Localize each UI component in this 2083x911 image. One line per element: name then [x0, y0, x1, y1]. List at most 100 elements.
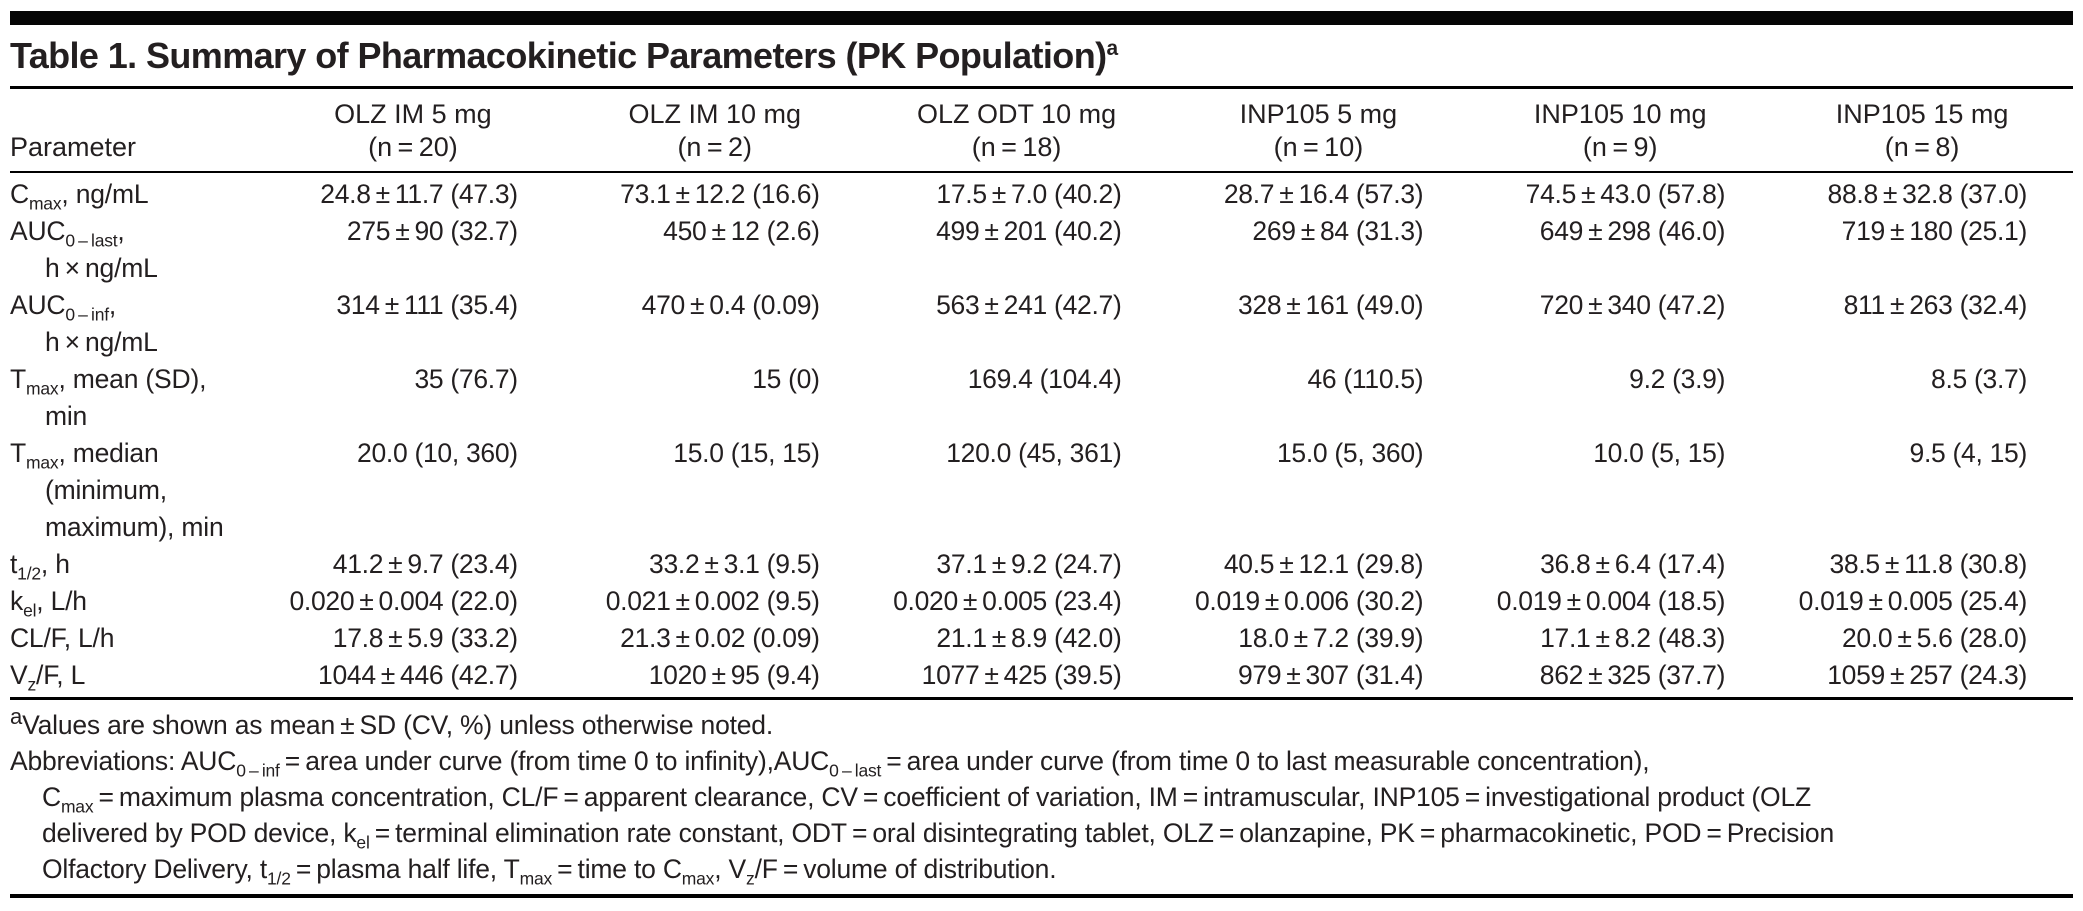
table-row: Cmax, ng/mL 24.8 ± 11.7 (47.3) 73.1 ± 12.2… — [10, 172, 2073, 213]
subscript-text: 1/2 — [17, 563, 41, 584]
column-drug-label: OLZ IM 10 mg — [628, 99, 802, 129]
value-cell: 21.3 ± 0.02 (0.09) — [620, 623, 820, 653]
param-label-line: Tmax, mean (SD), — [10, 361, 262, 398]
param-label-line: Tmax, median — [10, 435, 262, 472]
text-segment: , mean (SD), — [58, 364, 207, 394]
param-label-line: h × ng/mL — [10, 324, 262, 361]
text-segment: , — [117, 216, 125, 246]
text-segment: h × ng/mL — [45, 253, 158, 283]
value-cell: 73.1 ± 12.2 (16.6) — [620, 179, 820, 209]
value-cell: 862 ± 325 (37.7) — [1469, 657, 1772, 700]
subscript-text: 0 – last — [829, 760, 882, 781]
table-row: kel, L/h 0.020 ± 0.004 (22.0) 0.021 ± 0.00… — [10, 583, 2073, 620]
text-segment: , median — [58, 438, 159, 468]
column-header-1: OLZ IM 5 mg (n = 20) — [262, 89, 564, 173]
value-cell: 719 ± 180 (25.1) — [1841, 216, 2028, 246]
value-cell: 15.0 (5, 360) — [1276, 438, 1424, 468]
subscript-text: max — [681, 868, 715, 889]
value-cell: 17.1 ± 8.2 (48.3) — [1540, 623, 1726, 653]
value-cell: 17.5 ± 7.0 (40.2) — [936, 179, 1122, 209]
column-header-2: OLZ IM 10 mg (n = 2) — [563, 89, 866, 173]
table-title: Table 1. Summary of Pharmacokinetic Para… — [10, 25, 2073, 86]
text-segment: C — [42, 782, 61, 812]
column-drug-label: INP105 15 mg — [1835, 99, 2009, 129]
text-segment: , h — [40, 549, 70, 579]
column-drug-label: OLZ ODT 10 mg — [917, 99, 1117, 129]
value-cell: 169.4 (104.4) — [967, 364, 1122, 394]
value-cell: 8.5 (3.7) — [1931, 364, 2027, 394]
value-cell: 0.021 ± 0.002 (9.5) — [605, 586, 820, 616]
table-body: Cmax, ng/mL 24.8 ± 11.7 (47.3) 73.1 ± 12.2… — [10, 172, 2073, 700]
table-row: AUC0 – last, h × ng/mL 275 ± 90 (32.7) 450 … — [10, 213, 2073, 287]
text-segment: = terminal elimination rate constant, OD… — [369, 818, 1834, 848]
footnote-a: aValues are shown as mean ± SD (CV, %) u… — [10, 706, 2073, 743]
table-row: t1/2, h 41.2 ± 9.7 (23.4) 33.2 ± 3.1 (9.5)… — [10, 546, 2073, 583]
column-n-label: (n = 8) — [1884, 132, 1960, 162]
value-cell: 649 ± 298 (46.0) — [1539, 216, 1726, 246]
value-cell: 15.0 (15, 15) — [673, 438, 820, 468]
abbreviation-line: Olfactory Delivery, t1/2 = plasma half l… — [10, 851, 2073, 887]
text-segment: Olfactory Delivery, t — [42, 854, 268, 884]
subscript-text: max — [26, 452, 59, 473]
value-cell: 33.2 ± 3.1 (9.5) — [649, 549, 820, 579]
value-cell: 0.020 ± 0.004 (22.0) — [289, 586, 518, 616]
param-label: Vz/F, L — [10, 657, 262, 700]
param-label-line: Vz/F, L — [10, 657, 262, 694]
text-segment: (minimum, — [45, 475, 167, 505]
text-segment: CL/F, L/h — [10, 623, 115, 653]
text-segment: Abbreviations: AUC — [10, 746, 237, 776]
value-cell: 1059 ± 257 (24.3) — [1771, 657, 2073, 700]
top-rule-bar — [10, 11, 2073, 25]
value-cell: 0.020 ± 0.005 (23.4) — [893, 586, 1122, 616]
column-n-label: (n = 10) — [1273, 132, 1364, 162]
bottom-rule-bar — [10, 894, 2073, 898]
value-cell: 74.5 ± 43.0 (57.8) — [1525, 179, 1726, 209]
param-label: Tmax, median (minimum, maximum), min — [10, 435, 262, 546]
subscript-text: 0 – last — [65, 230, 118, 251]
subscript-text: max — [26, 378, 59, 399]
subscript-text: 0 – inf — [236, 760, 280, 781]
param-label: Tmax, mean (SD), min — [10, 361, 262, 435]
value-cell: 811 ± 263 (32.4) — [1843, 290, 2028, 320]
value-cell: 20.0 ± 5.6 (28.0) — [1841, 623, 2027, 653]
text-segment: AUC — [10, 216, 66, 246]
value-cell: 10.0 (5, 15) — [1593, 438, 1726, 468]
value-cell: 38.5 ± 11.8 (30.8) — [1829, 549, 2027, 579]
text-segment: /F = volume of distribution. — [754, 854, 1057, 884]
text-segment: min — [45, 401, 88, 431]
param-label-line: h × ng/mL — [10, 250, 262, 287]
text-segment: Table 1. Summary of Pharmacokinetic Para… — [10, 35, 1107, 76]
value-cell: 470 ± 0.4 (0.09) — [641, 290, 820, 320]
column-n-label: (n = 2) — [677, 132, 753, 162]
value-cell: 269 ± 84 (31.3) — [1252, 216, 1424, 246]
table-row: AUC0 – inf, h × ng/mL 314 ± 111 (35.4) 470 … — [10, 287, 2073, 361]
text-segment: delivered by POD device, k — [42, 818, 357, 848]
value-cell: 0.019 ± 0.006 (30.2) — [1194, 586, 1424, 616]
text-segment: T — [10, 438, 26, 468]
value-cell: 9.2 (3.9) — [1629, 364, 1726, 394]
text-segment: = time to C — [552, 854, 682, 884]
column-header-3: OLZ ODT 10 mg (n = 18) — [865, 89, 1168, 173]
param-label-line: AUC0 – inf, — [10, 287, 262, 324]
param-label-line: t1/2, h — [10, 546, 262, 583]
subscript-text: z — [27, 674, 37, 695]
text-segment: Values are shown as mean ± SD (CV, %) un… — [22, 710, 774, 740]
text-segment: , ng/mL — [61, 179, 149, 209]
param-label-line: Cmax, ng/mL — [10, 176, 262, 213]
column-n-label: (n = 9) — [1582, 132, 1658, 162]
value-cell: 24.8 ± 11.7 (47.3) — [320, 179, 518, 209]
table-row: Tmax, median (minimum, maximum), min 20.0 (… — [10, 435, 2073, 546]
header-row: Parameter OLZ IM 5 mg (n = 20) OLZ IM 10 mg… — [10, 89, 2073, 173]
param-label: AUC0 – last, h × ng/mL — [10, 213, 262, 287]
column-n-label: (n = 20) — [368, 132, 458, 162]
value-cell: 563 ± 241 (42.7) — [936, 290, 1122, 320]
value-cell: 41.2 ± 9.7 (23.4) — [332, 549, 518, 579]
value-cell: 328 ± 161 (49.0) — [1237, 290, 1424, 320]
text-segment: h × ng/mL — [45, 327, 158, 357]
column-drug-label: OLZ IM 5 mg — [334, 99, 492, 129]
value-cell: 9.5 (4, 15) — [1909, 438, 2028, 468]
text-segment: , V — [714, 854, 747, 884]
param-label-line: CL/F, L/h — [10, 620, 262, 657]
text-segment: t — [10, 549, 18, 579]
value-cell: 17.8 ± 5.9 (33.2) — [332, 623, 518, 653]
